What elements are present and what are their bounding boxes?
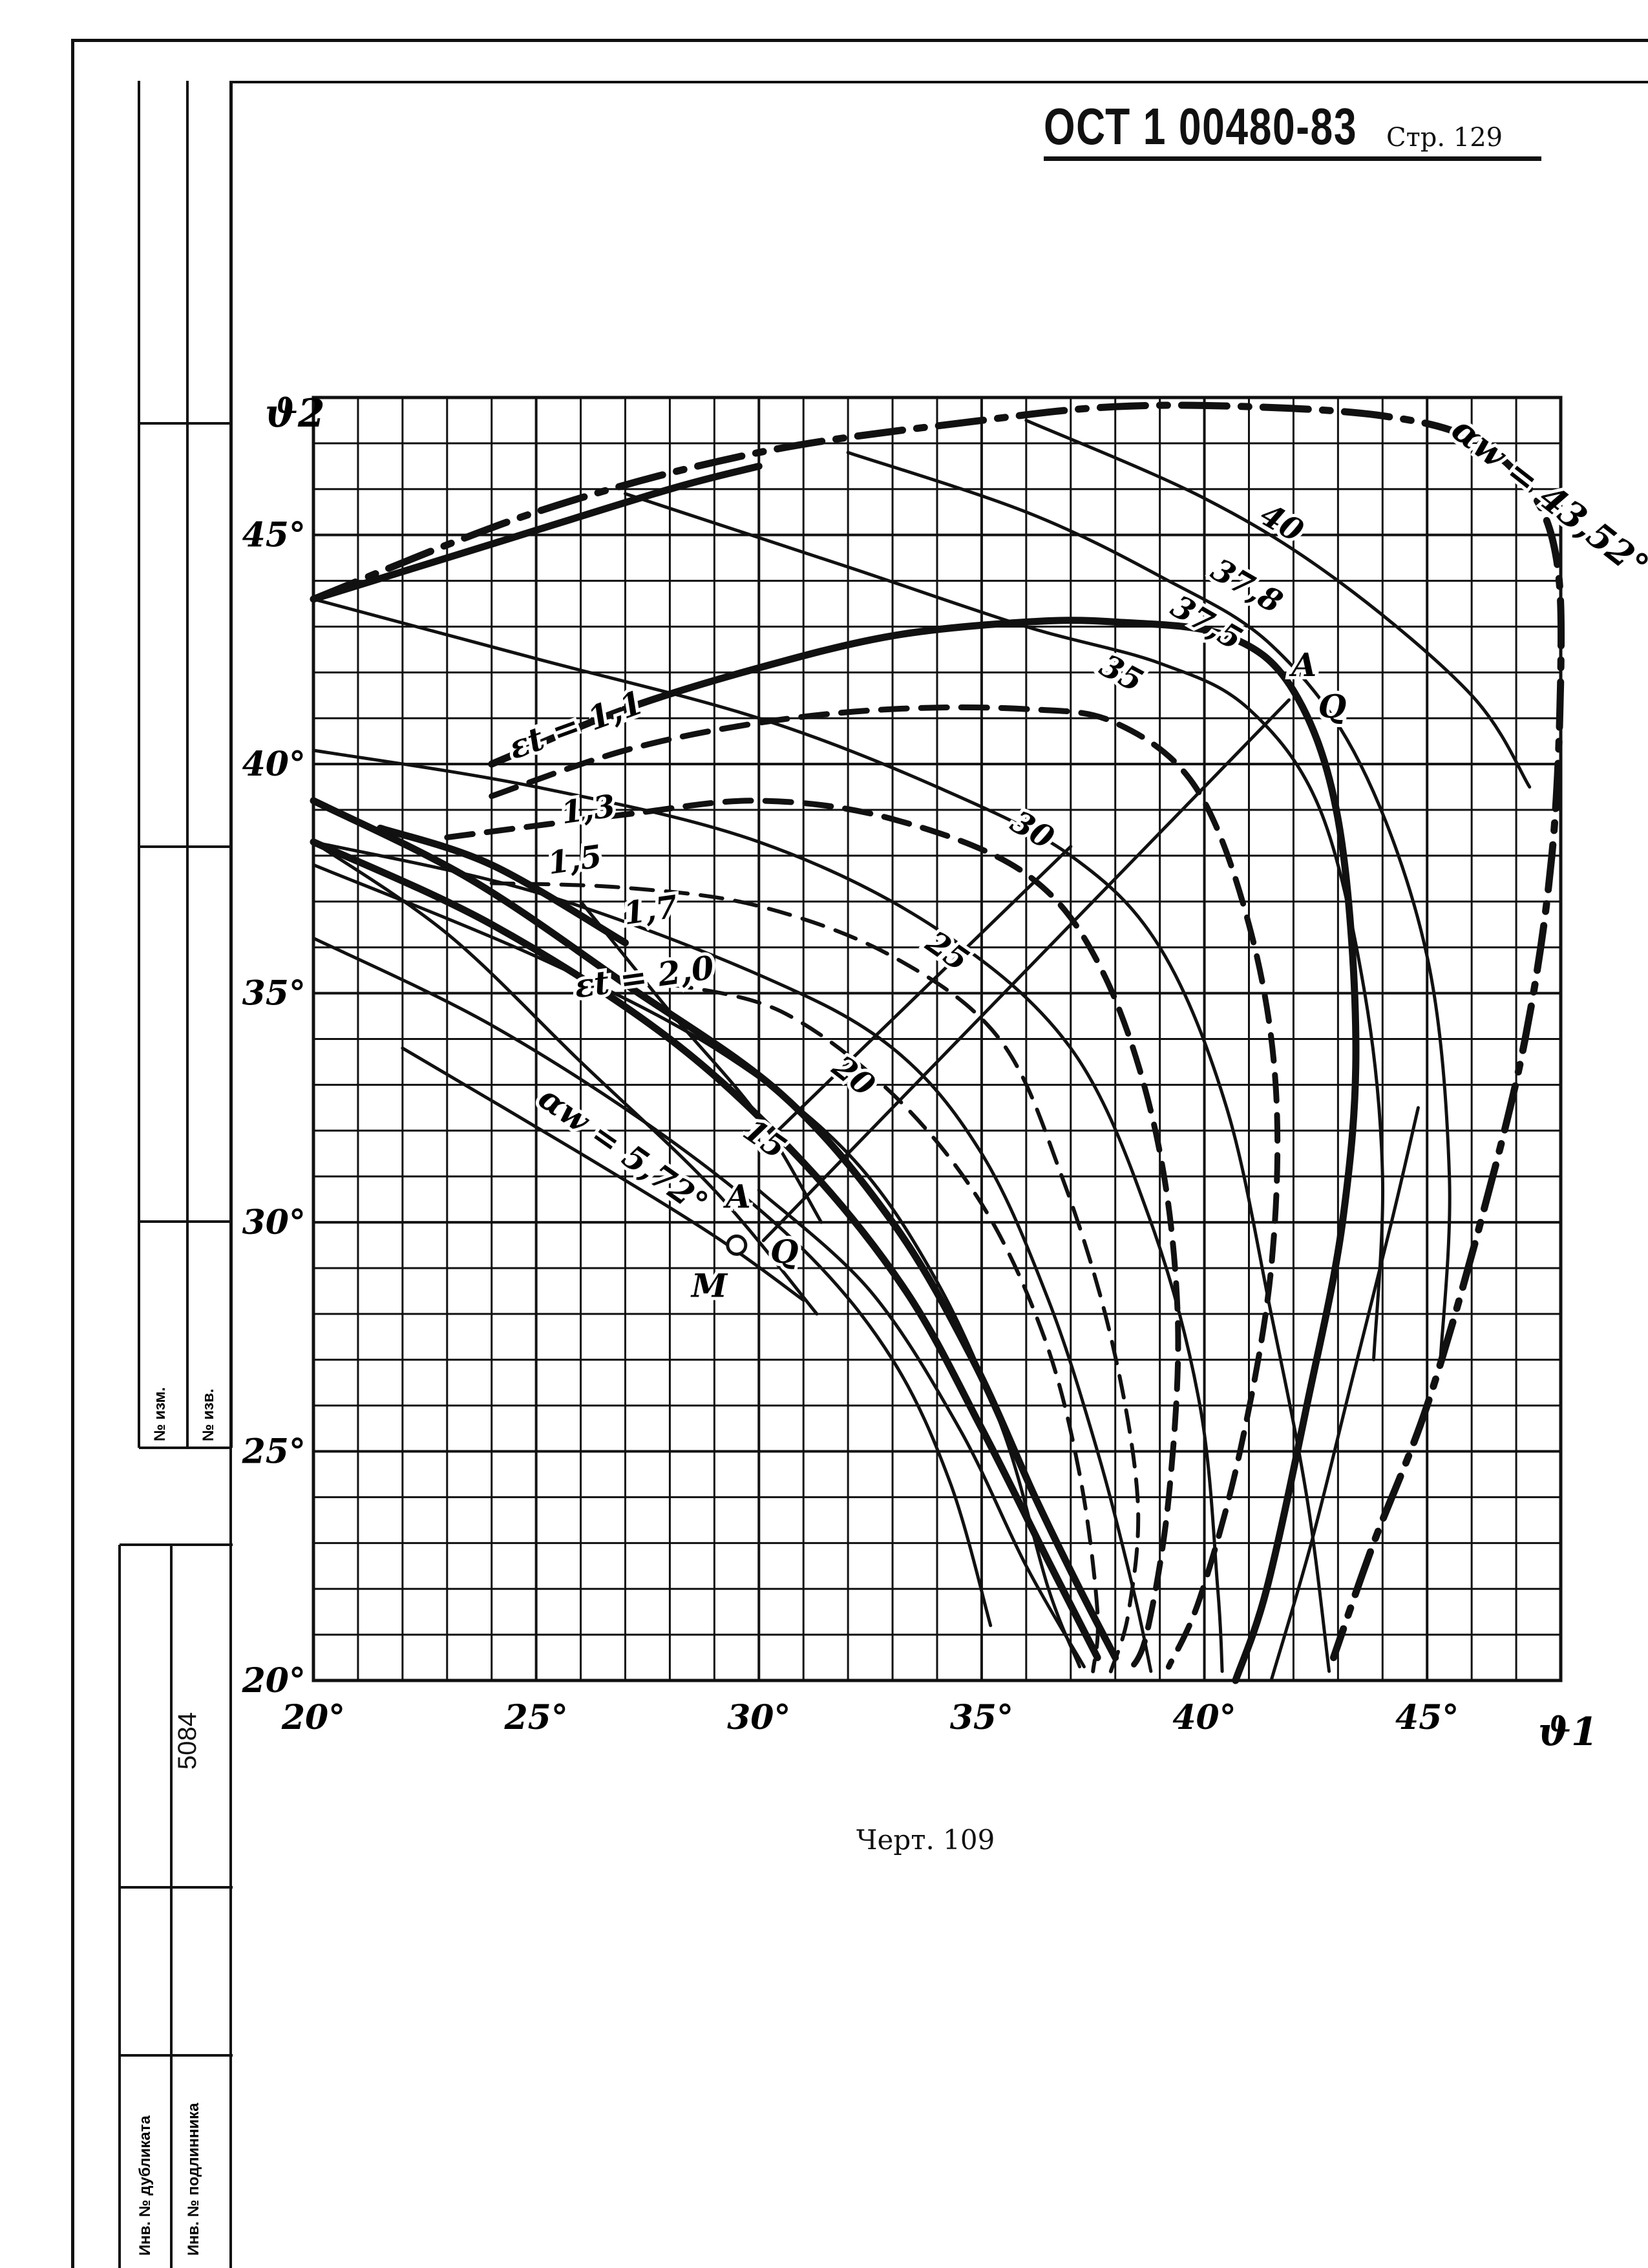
stamp-label: Инв. № подлинника: [185, 2103, 202, 2256]
y-tick-label: 35°: [242, 974, 306, 1013]
chart-curve: [668, 982, 1100, 1673]
chart-curve: [579, 900, 823, 1224]
point-label: Q: [1318, 687, 1347, 725]
chart-curve: [488, 617, 1360, 1684]
page-number: Стр. 129: [1386, 123, 1503, 153]
chart-grid: [312, 396, 1563, 1682]
curve-label: 35: [1094, 648, 1149, 700]
stamp-label: Инв. № дубликата: [136, 2115, 154, 2256]
point-label: A: [723, 1178, 751, 1216]
curve-label: 1,7: [621, 889, 679, 932]
chart-curve: [846, 450, 1452, 1362]
chart-curve: [310, 797, 1119, 1662]
chart-curve: [376, 824, 629, 947]
stamp-lines: № изм. № изв. Инв. № дубликата Инв. № подли…: [118, 81, 233, 2268]
chart-curve: [624, 492, 1385, 1362]
y-tick-label: 20°: [242, 1661, 306, 1701]
point-label: Q: [770, 1233, 799, 1271]
plot-border: [312, 396, 1563, 1682]
chart-curve: [310, 838, 1101, 1662]
chart-curve: [310, 462, 763, 603]
point-label: M: [690, 1267, 728, 1305]
chart-curve: [757, 845, 1073, 1151]
document-code: ОСТ 1 00480-83: [1044, 98, 1358, 155]
x-tick-label: 20°: [281, 1698, 345, 1737]
chart-curve: [761, 698, 1291, 1242]
x-tick-label: 45°: [1395, 1698, 1459, 1737]
chart-curve: [1269, 1106, 1420, 1682]
page-header: ОСТ 1 00480-83 Стр. 129: [1044, 97, 1541, 162]
chart-curve: [489, 704, 1281, 1670]
chart-curve: [312, 597, 1331, 1673]
chart-curve: [1024, 418, 1532, 789]
chart-curve: [312, 840, 819, 1316]
x-tick-label: 30°: [727, 1698, 790, 1737]
y-tick-label: 25°: [242, 1432, 306, 1472]
x-tick-label: 35°: [950, 1698, 1013, 1737]
chart-curve: [489, 881, 1141, 1673]
chart-curve: [444, 798, 1181, 1675]
x-axis-label: ϑ1: [1538, 1710, 1598, 1755]
y-tick-label: 40°: [242, 745, 306, 784]
curve-label: εt = 1,1: [503, 683, 648, 767]
chart-curve: [310, 401, 1565, 1662]
x-tick-label: 25°: [503, 1698, 567, 1737]
header-rule: [1044, 156, 1541, 161]
curve-label: 20: [825, 1048, 882, 1104]
chart-curves: [310, 401, 1565, 1684]
y-tick-label: 45°: [242, 516, 306, 555]
x-tick-label: 40°: [1172, 1698, 1236, 1737]
chart-labels: 20° 25° 30° 35° 40° 45° 20° 25° 30° 35° 40° 45° ϑ1 ϑ2…: [242, 391, 1648, 1755]
curve-label: 25: [919, 924, 976, 979]
chart-curve: [312, 748, 1224, 1673]
curve-label: 1,5: [545, 838, 604, 882]
figure-caption: Черт. 109: [856, 1824, 995, 1856]
outer-frame: [71, 39, 1648, 2268]
y-tick-label: 30°: [242, 1203, 306, 1242]
y-axis-label: ϑ2: [265, 391, 325, 436]
chart-curve: [401, 1046, 805, 1302]
point-marker: [726, 1235, 748, 1256]
stamp-label: № изм.: [151, 1387, 169, 1441]
curve-label: αw = 43,52°: [1444, 408, 1648, 587]
curve-label: 40: [1254, 496, 1309, 549]
curve-label: 1,3: [559, 788, 617, 831]
chart-curve: [757, 1188, 1086, 1669]
stamp-label: № изв.: [200, 1388, 217, 1441]
chart-curve: [312, 937, 993, 1627]
curve-label: 30: [1004, 803, 1060, 856]
point-label: A: [1289, 646, 1316, 684]
